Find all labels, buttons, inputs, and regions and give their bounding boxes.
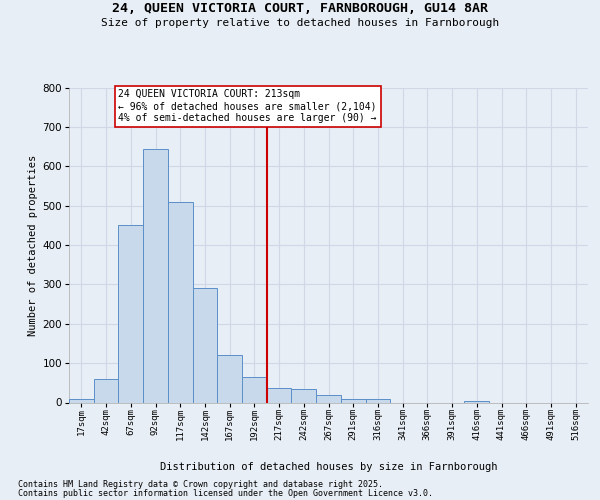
Bar (143, 148, 168, 402)
Text: Contains public sector information licensed under the Open Government Licence v3: Contains public sector information licen… (18, 489, 433, 498)
Text: Distribution of detached houses by size in Farnborough: Distribution of detached houses by size … (160, 462, 497, 472)
Bar (217, 355, 242, 403)
Bar (168, 202, 193, 402)
Text: Size of property relative to detached houses in Farnborough: Size of property relative to detached ho… (101, 18, 499, 28)
Bar (69, 398, 94, 402)
Text: Contains HM Land Registry data © Crown copyright and database right 2025.: Contains HM Land Registry data © Crown c… (18, 480, 383, 489)
Bar (94, 379, 118, 402)
Bar (292, 388, 316, 402)
Bar (365, 400, 390, 402)
Bar (341, 398, 365, 402)
Text: 24 QUEEN VICTORIA COURT: 213sqm
← 96% of detached houses are smaller (2,104)
4% : 24 QUEEN VICTORIA COURT: 213sqm ← 96% of… (118, 90, 377, 122)
Bar (464, 400, 489, 402)
Text: 24, QUEEN VICTORIA COURT, FARNBOROUGH, GU14 8AR: 24, QUEEN VICTORIA COURT, FARNBOROUGH, G… (112, 2, 488, 16)
Y-axis label: Number of detached properties: Number of detached properties (28, 154, 38, 336)
Bar (242, 377, 267, 402)
Bar (118, 226, 143, 402)
Bar (193, 288, 217, 403)
Bar (316, 394, 341, 402)
Bar (267, 388, 292, 402)
